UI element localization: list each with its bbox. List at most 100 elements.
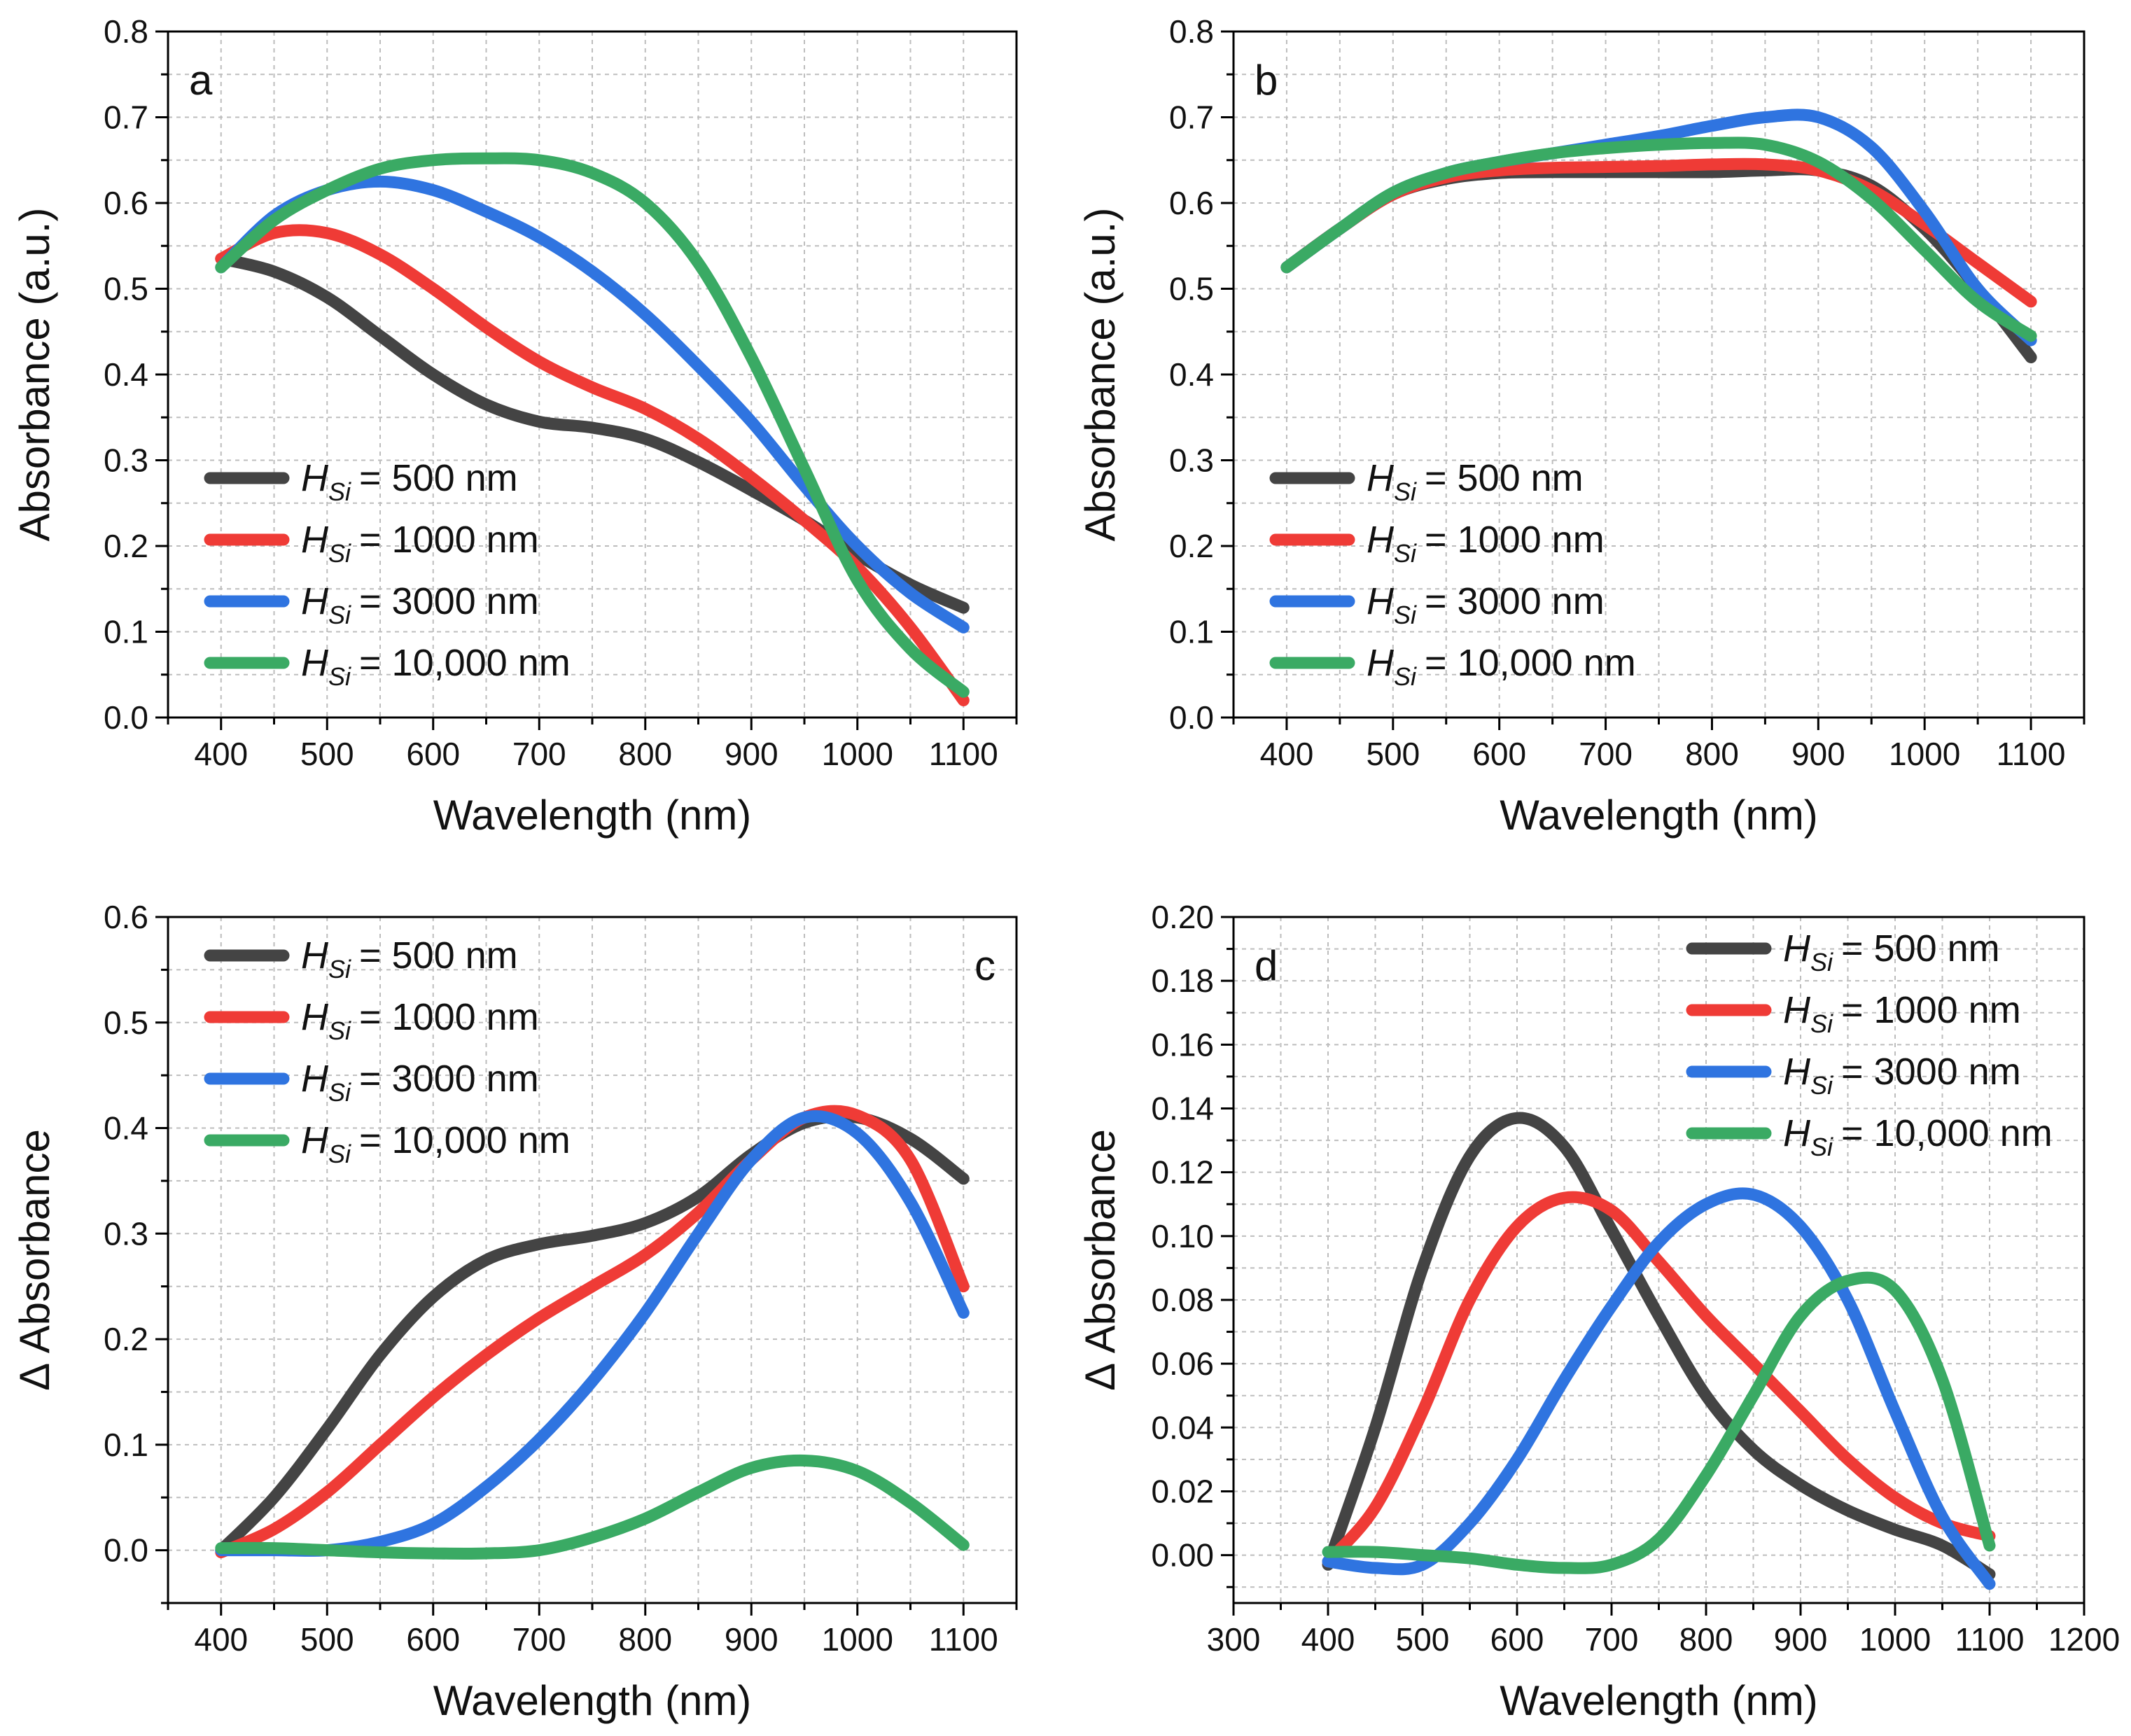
legend-label-value: = 10,000 nm (359, 642, 571, 684)
y-tick-label: 0.4 (104, 356, 148, 393)
series-line-h1000 (215, 1105, 970, 1559)
legend-item-h500: HSi = 500 nm (1269, 457, 1584, 506)
legend-label-subscript: Si (328, 1140, 351, 1168)
x-tick-label: 900 (1774, 1621, 1828, 1658)
x-tick-label: 600 (1490, 1621, 1544, 1658)
x-tick-label: 700 (512, 736, 566, 772)
legend-label-symbol: H (1783, 989, 1811, 1031)
x-tick-label: 700 (1579, 736, 1633, 772)
legend-label-symbol: H (301, 642, 329, 684)
x-tick-label: 900 (725, 1621, 778, 1658)
y-tick-label: 0.5 (1169, 271, 1214, 307)
legend-item-h500: HSi = 500 nm (204, 934, 518, 983)
x-tick-label: 700 (512, 1621, 566, 1658)
y-tick-label: 0.3 (104, 442, 148, 479)
legend-label-symbol: H (1783, 1051, 1811, 1093)
legend-label-value: = 10,000 nm (1425, 642, 1636, 684)
y-tick-label: 0.00 (1151, 1537, 1214, 1574)
legend-label-subscript: Si (328, 955, 351, 983)
x-axis: 400 500 600 700 800 900 1000 1100 Wavelength (nm… (1232, 718, 2085, 839)
legend-label-value: = 10,000 nm (359, 1119, 571, 1161)
legend-label: HSi = 3000 nm (1783, 1051, 2021, 1100)
x-tick-label: 900 (1791, 736, 1845, 772)
y-axis-title: Absorbance (a.u.) (1077, 208, 1124, 542)
x-tick-label: 1100 (1955, 1621, 2025, 1658)
legend-label-symbol: H (301, 1058, 329, 1100)
legend-label: HSi = 3000 nm (301, 1058, 539, 1107)
legend-label: HSi = 1000 nm (1367, 519, 1605, 568)
legend-label: HSi = 1000 nm (301, 996, 539, 1045)
y-tick-label: 0.20 (1151, 899, 1214, 935)
y-axis: 0.0 0.1 0.2 0.3 0.4 0.5 0.6 0.7 0.8 Absorbance (a… (11, 13, 168, 736)
y-tick-label: 0.3 (1169, 442, 1214, 479)
x-tick-label: 1000 (1889, 736, 1960, 772)
legend-label: HSi = 1000 nm (1783, 989, 2021, 1038)
y-tick-label: 0.02 (1151, 1473, 1214, 1509)
x-tick-label: 600 (406, 1621, 460, 1658)
x-tick-label: 1200 (2048, 1621, 2120, 1658)
legend-label: HSi = 500 nm (301, 457, 518, 506)
y-tick-label: 0.18 (1151, 962, 1214, 999)
legend-item-h10000: HSi = 10,000 nm (204, 642, 571, 691)
y-tick-label: 0.6 (104, 899, 148, 935)
y-tick-label: 0.12 (1151, 1154, 1214, 1191)
y-axis-title: Absorbance (a.u.) (11, 208, 58, 542)
panel-label: c (974, 942, 995, 989)
series-line-h500 (1322, 1112, 1996, 1581)
x-tick-label: 1100 (1997, 736, 2066, 772)
y-tick-label: 0.10 (1151, 1218, 1214, 1254)
legend-item-h3000: HSi = 3000 nm (1686, 1051, 2021, 1100)
legend-label-subscript: Si (328, 662, 351, 691)
legend-label-value: = 10,000 nm (1841, 1112, 2053, 1154)
y-tick-label: 0.0 (104, 699, 148, 736)
y-tick-label: 0.6 (104, 185, 148, 221)
legend-label-subscript: Si (1394, 601, 1417, 629)
x-tick-label: 1000 (822, 1621, 893, 1658)
y-tick-label: 0.2 (104, 1321, 148, 1357)
legend-label: HSi = 1000 nm (301, 519, 539, 568)
legend-label-symbol: H (1783, 927, 1811, 969)
x-tick-label: 500 (300, 736, 354, 772)
y-tick-label: 0.08 (1151, 1282, 1214, 1318)
y-tick-label: 0.1 (104, 1427, 148, 1463)
legend-label-subscript: Si (1810, 1009, 1833, 1038)
legend-label-symbol: H (1367, 642, 1395, 684)
series-group (1280, 108, 2037, 363)
y-tick-label: 0.8 (104, 13, 148, 50)
y-tick-label: 0.7 (1169, 99, 1214, 136)
legend-item-h1000: HSi = 1000 nm (204, 519, 539, 568)
x-tick-label: 500 (1396, 1621, 1450, 1658)
grid (1234, 31, 2084, 718)
legend-item-h1000: HSi = 1000 nm (204, 996, 539, 1045)
panel-label: a (189, 57, 213, 104)
series-group (1322, 1112, 1996, 1590)
y-tick-label: 0.6 (1169, 185, 1214, 221)
x-tick-label: 500 (300, 1621, 354, 1658)
legend-label-symbol: H (1783, 1112, 1811, 1154)
y-tick-label: 0.06 (1151, 1345, 1214, 1382)
legend-item-h3000: HSi = 3000 nm (1269, 580, 1605, 629)
grid (168, 917, 1016, 1603)
panel-label: d (1255, 942, 1278, 989)
series-group (215, 1105, 970, 1560)
grid (168, 31, 1016, 718)
y-tick-label: 0.14 (1151, 1090, 1214, 1126)
y-tick-label: 0.7 (104, 99, 148, 136)
legend-label-subscript: Si (1810, 1071, 1833, 1100)
legend-label-subscript: Si (1394, 477, 1417, 506)
x-tick-label: 300 (1207, 1621, 1261, 1658)
y-tick-label: 0.3 (104, 1215, 148, 1252)
x-tick-label: 800 (1679, 1621, 1733, 1658)
legend-label-value: = 3000 nm (1425, 580, 1605, 622)
x-axis-title: Wavelength (nm) (433, 792, 752, 839)
x-tick-label: 800 (618, 736, 672, 772)
legend-item-h1000: HSi = 1000 nm (1269, 519, 1605, 568)
x-axis-title: Wavelength (nm) (433, 1677, 752, 1724)
legend-item-h500: HSi = 500 nm (1686, 927, 2000, 976)
x-tick-label: 500 (1366, 736, 1420, 772)
x-axis-title: Wavelength (nm) (1500, 1677, 1818, 1724)
legend-label-value: = 1000 nm (359, 519, 539, 561)
series-line-h1000 (1322, 1191, 1996, 1568)
legend-label-symbol: H (301, 457, 329, 499)
legend-label-value: = 500 nm (1425, 457, 1584, 499)
